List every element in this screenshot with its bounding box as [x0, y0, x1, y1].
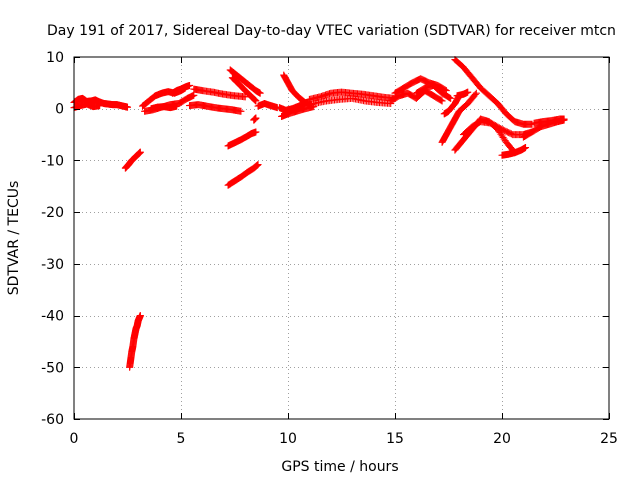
data-point [252, 114, 260, 122]
series-arc-g [168, 81, 194, 97]
data-point [437, 96, 445, 104]
series-arc-d [126, 312, 144, 371]
y-tick-label: -50 [41, 360, 64, 376]
data-point [136, 312, 144, 320]
data-point [447, 94, 455, 102]
x-tick-label: 10 [279, 431, 297, 447]
data-point [173, 102, 181, 110]
data-point [560, 115, 568, 123]
x-tick-label: 5 [177, 431, 186, 447]
series-arc-z [438, 89, 480, 146]
series-arc-c [121, 148, 144, 172]
series-arc-h [147, 102, 181, 113]
data-point [446, 94, 454, 102]
series-arc-l [228, 74, 260, 105]
series-arc-j [186, 101, 245, 115]
x-tick-label: 25 [600, 431, 618, 447]
data-point [301, 100, 309, 108]
y-tick-label: -20 [41, 205, 64, 221]
data-point [136, 148, 144, 156]
data-point [186, 81, 194, 89]
series-arc-m [224, 128, 260, 150]
series-arc-ab [453, 88, 472, 100]
series-arc-aa [451, 56, 536, 128]
y-tick-label: 0 [55, 102, 64, 118]
x-tick-label: 15 [386, 431, 404, 447]
chart-title: Day 191 of 2017, Sidereal Day-to-day VTE… [47, 23, 616, 39]
y-tick-label: -10 [41, 153, 64, 169]
data-point [438, 97, 446, 105]
data-point [96, 102, 104, 110]
data-point [472, 89, 480, 97]
x-axis-label: GPS time / hours [281, 459, 398, 475]
series-arc-ae [498, 144, 530, 159]
data-point [464, 88, 472, 96]
ticks [74, 57, 610, 420]
data-point [190, 91, 198, 99]
series-arc-a [70, 94, 131, 111]
data-point [252, 97, 260, 105]
data-point [237, 107, 245, 115]
y-tick-label: -30 [41, 257, 64, 273]
series-arc-x [412, 81, 455, 102]
data-point [124, 103, 131, 111]
series-arc-p [254, 100, 281, 112]
series-arc-u [310, 94, 395, 108]
x-tick-label: 20 [493, 431, 511, 447]
y-tick-label: -40 [41, 309, 64, 325]
series-arc-i [190, 85, 249, 101]
data-points [70, 56, 568, 371]
y-tick-label: -60 [41, 412, 64, 428]
series-arc-ag [530, 115, 568, 127]
series-arc-k [226, 66, 264, 97]
x-tick-label: 0 [70, 431, 79, 447]
data-point [241, 93, 249, 101]
series-arc-n [224, 161, 262, 189]
data-point [254, 161, 262, 169]
data-point [471, 90, 479, 98]
data-point [522, 144, 530, 151]
data-point [252, 128, 260, 136]
y-tick-label: 10 [46, 50, 64, 66]
x-tick-labels: 0 5 10 15 20 25 [70, 431, 618, 447]
series-arc-r [278, 103, 318, 120]
data-point [256, 89, 264, 97]
y-tick-labels: 10 0 -10 -20 -30 -40 -50 -60 [41, 50, 64, 428]
series-arc-o [250, 114, 260, 124]
plot-frame [73, 56, 610, 420]
series-arc-s [275, 100, 309, 114]
y-axis-label: SDTVAR / TECUs [6, 181, 22, 296]
